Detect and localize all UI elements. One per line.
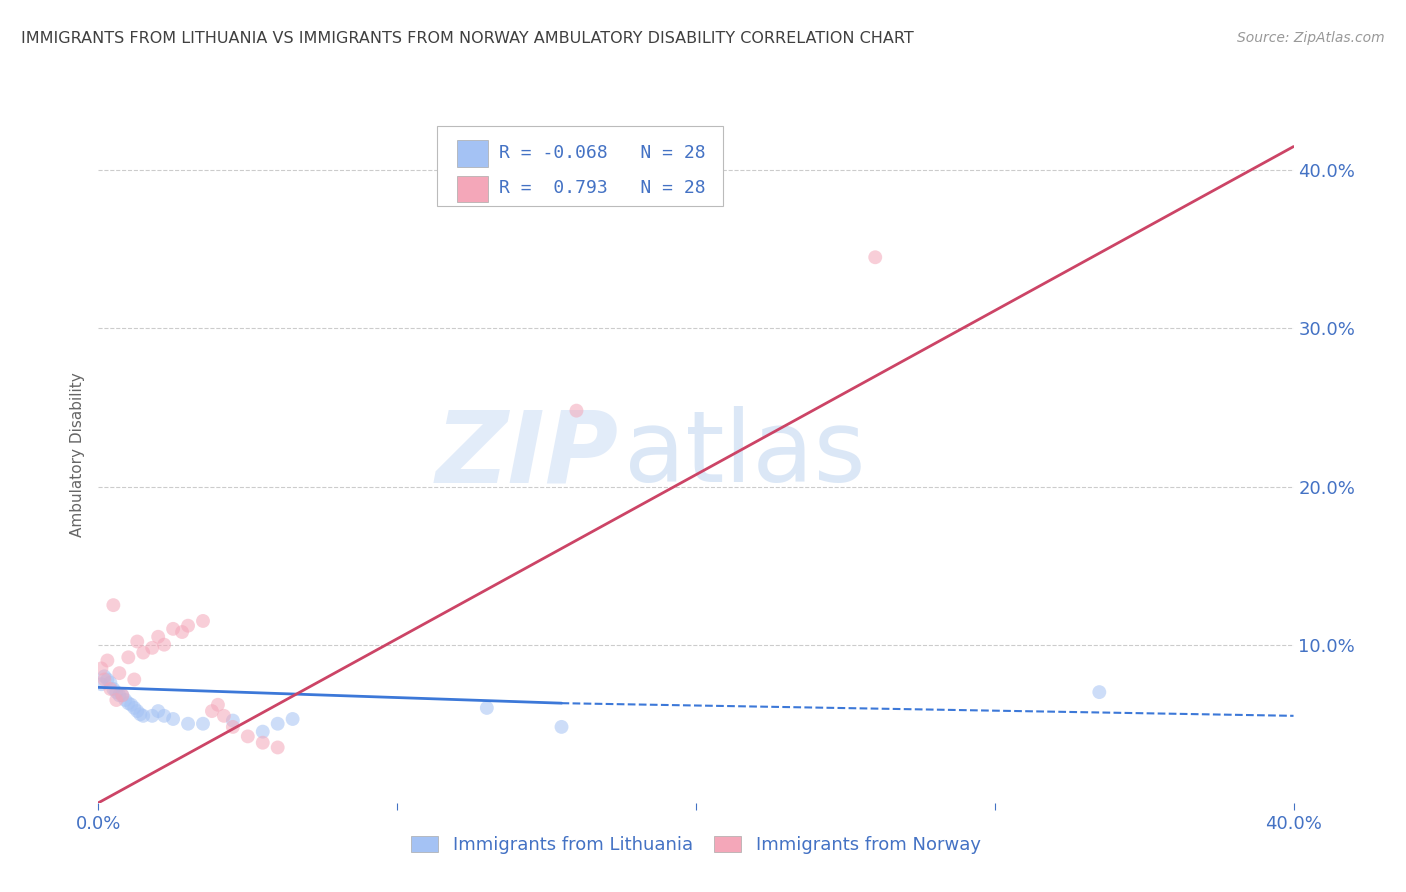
Point (148, 704, 170, 718)
Point (124, 673, 146, 687)
Point (207, 698, 229, 712)
Point (105, 685, 128, 699)
Point (252, 736, 274, 750)
Text: R = -0.068   N = 28: R = -0.068 N = 28 (499, 144, 706, 161)
Point (177, 716, 200, 731)
Point (162, 622, 184, 636)
Point (105, 693, 128, 707)
Point (103, 681, 125, 696)
Point (1088, 685, 1111, 699)
Text: IMMIGRANTS FROM LITHUANIA VS IMMIGRANTS FROM NORWAY AMBULATORY DISABILITY CORREL: IMMIGRANTS FROM LITHUANIA VS IMMIGRANTS … (21, 31, 914, 46)
Point (114, 693, 136, 707)
Text: atlas: atlas (624, 407, 866, 503)
Point (117, 650, 139, 665)
Point (117, 696, 139, 710)
Point (98, 675, 122, 690)
Point (93, 673, 115, 687)
Point (267, 740, 290, 755)
Point (141, 708, 163, 723)
Point (108, 666, 131, 681)
Point (191, 614, 214, 628)
Point (162, 712, 184, 726)
Point (111, 688, 134, 702)
Point (252, 724, 274, 739)
Y-axis label: Ambulatory Disability: Ambulatory Disability (69, 373, 84, 537)
Point (96, 653, 118, 667)
Point (222, 720, 245, 734)
Legend: Immigrants from Lithuania, Immigrants from Norway: Immigrants from Lithuania, Immigrants fr… (402, 827, 990, 863)
Point (141, 640, 163, 655)
Point (108, 688, 131, 702)
Point (132, 708, 155, 723)
Point (124, 701, 146, 715)
Point (565, 403, 588, 417)
Point (93, 669, 115, 683)
Text: R =  0.793   N = 28: R = 0.793 N = 28 (499, 179, 706, 197)
Point (153, 638, 176, 652)
Point (172, 625, 194, 640)
Point (212, 708, 235, 723)
Point (96, 673, 118, 687)
Point (267, 716, 290, 731)
Point (132, 646, 155, 660)
Point (281, 712, 304, 726)
Text: ZIP: ZIP (436, 407, 619, 503)
Point (865, 250, 887, 264)
Point (236, 730, 259, 744)
Text: Source: ZipAtlas.com: Source: ZipAtlas.com (1237, 31, 1385, 45)
Point (177, 618, 200, 632)
Point (222, 714, 245, 728)
Point (550, 720, 572, 734)
Point (103, 598, 125, 612)
Point (201, 704, 224, 718)
Point (90, 677, 112, 691)
Point (475, 701, 498, 715)
Point (127, 634, 149, 648)
Point (191, 716, 214, 731)
Point (148, 630, 170, 644)
Point (153, 708, 176, 723)
Point (129, 707, 152, 722)
Point (98, 681, 122, 696)
Point (111, 688, 134, 702)
Point (127, 704, 149, 718)
Point (90, 661, 112, 675)
Point (120, 698, 142, 712)
